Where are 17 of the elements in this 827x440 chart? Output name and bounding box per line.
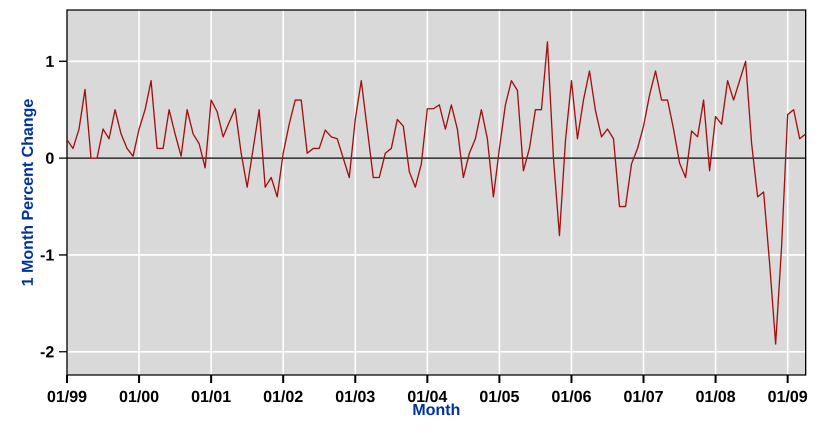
- x-tick-label: 01/06: [552, 390, 591, 402]
- y-tick-label: 1: [46, 56, 54, 67]
- x-tick-label: 01/99: [48, 390, 86, 402]
- x-tick-label: 01/05: [480, 390, 519, 402]
- x-tick-label: 01/04: [408, 390, 448, 402]
- x-tick-label: 01/03: [336, 390, 375, 402]
- y-tick-label: -2: [40, 346, 54, 358]
- x-tick-label: 01/08: [696, 390, 736, 402]
- y-tick-label: 0: [46, 152, 54, 164]
- x-tick-label: 01/09: [768, 390, 808, 402]
- x-tick-label: 01/01: [192, 390, 231, 402]
- x-axis-title: Month: [413, 403, 460, 416]
- y-axis-title: 1 Month Percent Change: [21, 99, 36, 286]
- x-tick-label: 01/02: [264, 390, 303, 402]
- y-tick-label: -1: [40, 249, 54, 260]
- x-tick-label: 01/00: [120, 390, 158, 402]
- x-tick-label: 01/07: [624, 390, 663, 402]
